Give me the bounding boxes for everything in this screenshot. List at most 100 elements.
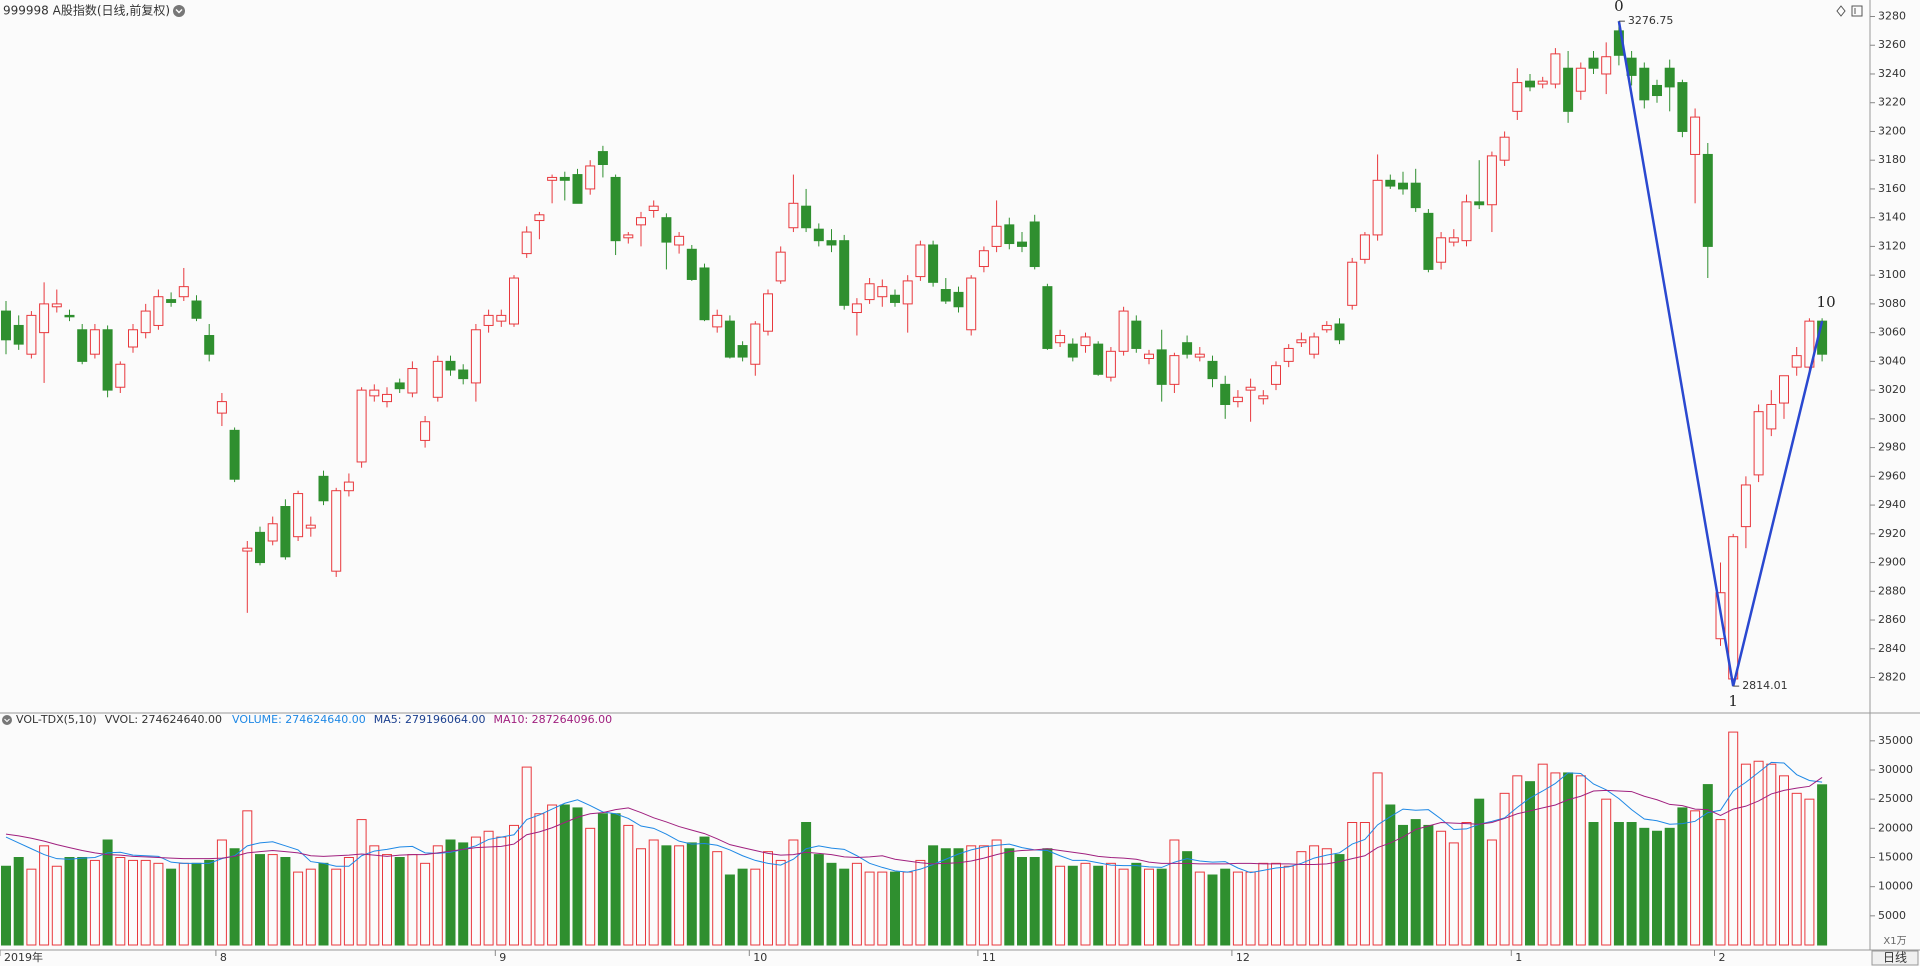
volume-bar <box>1220 868 1231 946</box>
candle-body <box>1766 403 1777 430</box>
y-tick-label: 2820 <box>1878 671 1906 684</box>
volume-ma5-line <box>5 761 1823 874</box>
volume-bar <box>445 839 456 946</box>
volume-bar <box>343 857 354 946</box>
candle-body <box>89 329 100 355</box>
volume-bar <box>242 810 253 946</box>
volume-bar <box>636 848 646 946</box>
y-tick-label: 2900 <box>1878 556 1906 569</box>
x-tick-label: 2 <box>1719 951 1726 964</box>
candle-body <box>1461 201 1472 242</box>
volume-bar <box>1690 810 1701 946</box>
candle-body <box>559 176 570 181</box>
volume-bar <box>547 804 558 946</box>
candle-body <box>432 360 443 398</box>
candle-body <box>1156 349 1167 385</box>
volume-bar <box>1347 822 1358 946</box>
candle-body <box>737 345 748 358</box>
candle-body <box>699 267 710 321</box>
volume-bar <box>648 839 659 946</box>
volume-bar <box>724 874 735 946</box>
settings-icon[interactable] <box>173 5 185 17</box>
chart-title: 999998 A股指数(日线,前复权) <box>3 3 170 18</box>
candle-body <box>229 429 240 480</box>
y-tick-label: 3180 <box>1878 153 1906 166</box>
y-tick-label: 2980 <box>1878 441 1906 454</box>
volume-bar <box>750 868 761 946</box>
volume-legend-toggle[interactable] <box>2 715 12 725</box>
volume-bar <box>1779 775 1789 946</box>
candle-body <box>293 493 304 538</box>
volume-bar <box>1436 830 1447 946</box>
volume-legend-item: MA10: 287264096.00 <box>493 713 612 726</box>
volume-bar <box>1042 848 1053 946</box>
candle-body <box>648 205 659 211</box>
volume-bar <box>509 824 519 946</box>
volume-bar <box>788 839 799 946</box>
candle-body <box>1525 80 1535 88</box>
square-button[interactable] <box>1851 5 1863 17</box>
volume-bar <box>1537 763 1548 946</box>
volume-bar <box>1575 775 1586 946</box>
volume-bar <box>1486 839 1497 946</box>
volume-bar <box>775 859 786 946</box>
toggle-icon[interactable] <box>2 715 12 725</box>
candle-body <box>1321 324 1332 331</box>
volume-legend-item: VOLUME: 274624640.00 <box>232 713 366 726</box>
volume-bar <box>115 857 126 946</box>
candle-body <box>521 231 532 255</box>
volume-bar <box>318 862 329 946</box>
volume-bar <box>1817 784 1828 946</box>
candle-body <box>1385 179 1396 187</box>
price-tag: 3276.75 <box>1628 14 1674 27</box>
candle-body <box>1740 484 1751 528</box>
y-tick-label: 2920 <box>1878 527 1906 540</box>
volume-bar <box>1118 868 1129 946</box>
settings-button[interactable] <box>173 5 185 17</box>
volume-bar <box>1067 865 1078 946</box>
volume-bar <box>890 871 900 946</box>
candle-body <box>801 205 812 229</box>
volume-bar <box>432 845 443 946</box>
volume-bar <box>1410 819 1421 946</box>
diamond-button[interactable] <box>1836 5 1846 17</box>
candle-body <box>1194 353 1205 358</box>
volume-bar <box>1639 827 1650 946</box>
candle-body <box>1359 234 1370 260</box>
volume-legend-item: VVOL: 274624640.00 <box>105 713 222 726</box>
candle-body <box>610 176 621 242</box>
candle-body <box>1563 67 1574 112</box>
timeframe-label[interactable]: 日线 <box>1883 951 1907 965</box>
candle-body <box>343 481 354 492</box>
x-tick-label: 1 <box>1515 951 1522 964</box>
candle-body <box>64 314 75 318</box>
candle-body <box>813 228 824 242</box>
candle-body <box>382 393 392 403</box>
volume-bar <box>458 842 469 946</box>
candle-body <box>242 547 253 552</box>
volume-bar <box>39 845 50 946</box>
volume-bar <box>1766 763 1777 946</box>
candle-body <box>788 202 799 229</box>
zigzag-label: 10 <box>1817 293 1836 311</box>
candle-body <box>890 294 900 303</box>
volume-bar <box>153 862 164 946</box>
volume-bar <box>851 862 862 946</box>
candle-body <box>128 329 138 348</box>
y-tick-label: 2880 <box>1878 584 1906 597</box>
candle-body <box>915 244 926 278</box>
volume-bar <box>1728 731 1739 946</box>
volume-bar <box>166 868 177 946</box>
candle-body <box>216 401 227 414</box>
volume-bar <box>521 766 532 946</box>
candle-body <box>102 329 113 391</box>
candle-body <box>1499 136 1510 161</box>
candle-body <box>928 244 939 283</box>
candle-body <box>1575 67 1586 92</box>
volume-tick-label: 10000 <box>1878 880 1913 893</box>
y-tick-label: 2940 <box>1878 498 1906 511</box>
volume-bar <box>1652 830 1662 946</box>
y-tick-label: 3220 <box>1878 96 1906 109</box>
timeframe-box[interactable] <box>1871 950 1919 966</box>
volume-bar <box>966 845 977 946</box>
